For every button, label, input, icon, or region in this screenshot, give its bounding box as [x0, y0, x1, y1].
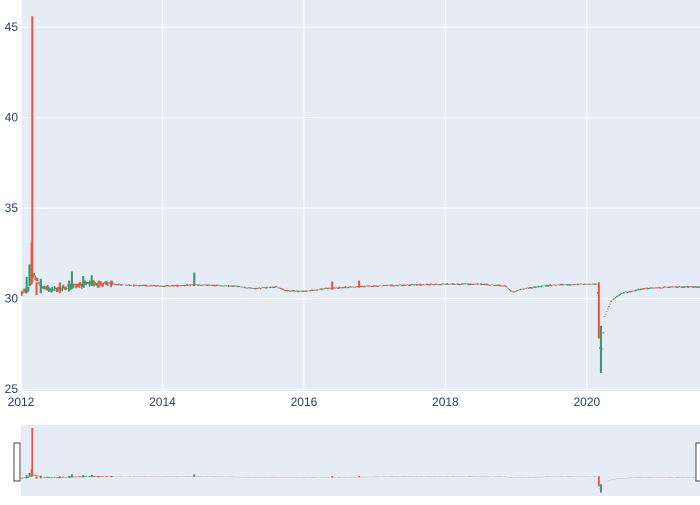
x-tick-label: 2020: [573, 395, 600, 409]
x-tick-label: 2016: [291, 395, 318, 409]
range-slider[interactable]: [13, 425, 700, 496]
y-tick-label: 35: [5, 201, 19, 215]
range-slider-left-handle[interactable]: [13, 442, 21, 482]
y-tick-label: 40: [5, 111, 19, 125]
main-grid: [20, 0, 700, 391]
range-slider-series: [21, 427, 700, 493]
range-slider-bg: [21, 425, 700, 496]
y-tick-label: 25: [5, 382, 19, 396]
y-tick-label: 45: [5, 20, 19, 34]
y-tick-label: 30: [5, 292, 19, 306]
main-series: [20, 16, 700, 373]
range-slider-right-handle[interactable]: [695, 442, 700, 482]
x-tick-label: 2018: [432, 395, 459, 409]
x-tick-label: 2012: [8, 395, 35, 409]
x-tick-label: 2014: [149, 395, 176, 409]
x-axis-ticks: 2012 2014 2016 2018 2020: [8, 395, 601, 409]
y-axis-ticks: 25 30 35 40 45: [5, 20, 19, 396]
